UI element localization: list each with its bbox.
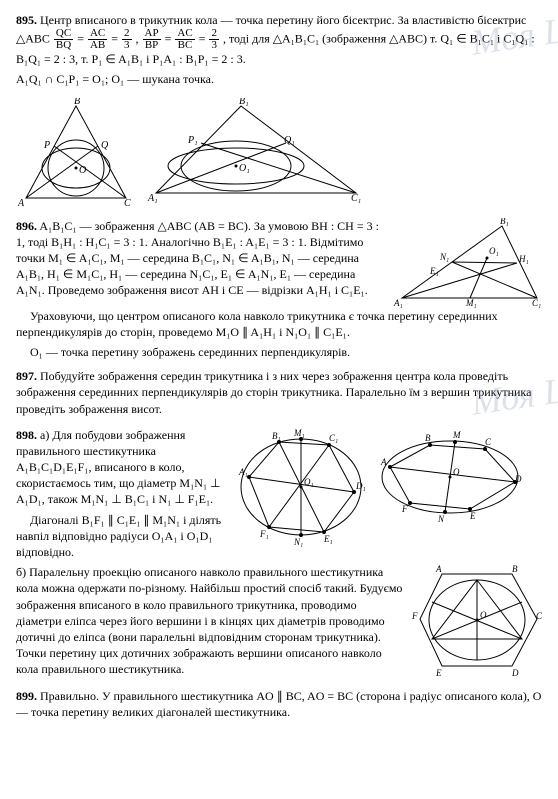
svg-text:A₁: A₁: [393, 298, 403, 308]
text: а) Для побудови зображення правильного ш…: [16, 428, 221, 507]
svg-text:E: E: [469, 511, 476, 521]
svg-text:E₁: E₁: [429, 266, 439, 276]
text: Діагоналі B₁F₁ ∥ C₁E₁ ∥ M₁N₁ і ділять на…: [16, 512, 226, 561]
text: ,: [136, 31, 142, 45]
svg-text:A₁: A₁: [238, 467, 248, 477]
problem-number: 895.: [16, 13, 37, 27]
svg-text:N: N: [437, 514, 445, 524]
svg-text:C₁: C₁: [532, 298, 541, 308]
svg-text:D₁: D₁: [355, 481, 366, 491]
triangle-projection-icon: B₁ A₁ C₁ P₁ Q₁ O₁: [146, 98, 366, 208]
text: =: [199, 31, 209, 45]
svg-text:B₁: B₁: [239, 98, 249, 107]
frac-den: 3: [209, 40, 219, 51]
svg-text:A₁: A₁: [147, 193, 158, 204]
svg-text:C: C: [485, 437, 492, 447]
text: Побудуйте зображення середин трикутника …: [16, 369, 531, 415]
text: =: [165, 31, 175, 45]
svg-text:B: B: [425, 433, 431, 443]
svg-text:F₁: F₁: [259, 529, 269, 539]
text: A₁B₁C₁ — зображення △ABC (AB = BC). За у…: [16, 219, 379, 298]
text: Правильно. У правильного шестикутника AO…: [16, 689, 541, 719]
svg-text:C₁: C₁: [329, 433, 338, 443]
svg-text:O: O: [79, 165, 86, 176]
text: =: [111, 31, 121, 45]
svg-text:O₁: O₁: [239, 163, 250, 174]
frac-den: BC: [175, 40, 194, 51]
svg-text:Q: Q: [101, 140, 109, 151]
svg-text:D: D: [511, 668, 519, 678]
frac-den: BQ: [54, 40, 73, 51]
svg-text:O: O: [453, 467, 460, 477]
frac-den: 3: [122, 40, 132, 51]
svg-text:B₁: B₁: [500, 218, 509, 226]
svg-text:O: O: [480, 610, 487, 620]
svg-text:M: M: [452, 430, 461, 440]
svg-text:C₁: C₁: [351, 193, 361, 204]
svg-text:F: F: [401, 504, 408, 514]
text: б) Паралельну проекцію описаного навколо…: [16, 564, 404, 677]
hexagon-circumscribed-icon: A B C D E F O: [412, 564, 542, 679]
frac-den: BP: [143, 40, 161, 51]
svg-text:P: P: [43, 140, 50, 151]
svg-text:B: B: [512, 564, 518, 574]
triangle-896-icon: B₁ A₁ C₁ N₁ H₁ E₁ M₁ O₁: [392, 218, 542, 308]
hexagon-inscribed-icon: A₁ B₁ M₁ C₁ D₁ E₁ N₁ F₁ O₁: [234, 427, 369, 547]
hexagon-skew-icon: A B M C D E N F O: [375, 427, 525, 527]
problem-898: 898. а) Для побудови зображення правильн…: [16, 427, 542, 565]
figures-895: B A C P Q O B₁ A₁ C₁ P₁ Q₁ O₁: [16, 98, 542, 208]
svg-text:E: E: [435, 668, 442, 678]
svg-text:A: A: [17, 198, 25, 208]
problem-number: 896.: [16, 219, 37, 233]
problem-896: 896. A₁B₁C₁ — зображення △ABC (AB = BC).…: [16, 218, 542, 308]
problem-number: 899.: [16, 689, 37, 703]
svg-text:D: D: [514, 474, 522, 484]
svg-text:Q₁: Q₁: [284, 135, 295, 146]
problem-number: 897.: [16, 369, 37, 383]
svg-text:C: C: [124, 198, 131, 208]
svg-text:N₁: N₁: [439, 252, 449, 262]
svg-text:B₁: B₁: [272, 431, 281, 441]
problem-897: 897. Побудуйте зображення середин трикут…: [16, 368, 542, 417]
text: O₁ — точка перетину зображень серединних…: [16, 344, 542, 360]
svg-text:H₁: H₁: [518, 254, 529, 264]
text: Ураховуючи, що центром описаного кола на…: [16, 308, 542, 340]
text: A₁Q₁ ∩ C₁P₁ = O₁; O₁ — шукана точка.: [16, 71, 542, 87]
svg-text:A: A: [380, 457, 387, 467]
problem-899: 899. Правильно. У правильного шестикутни…: [16, 688, 542, 720]
frac-den: AB: [88, 40, 107, 51]
svg-text:A: A: [435, 564, 442, 574]
svg-text:N₁: N₁: [293, 537, 303, 547]
svg-text:B: B: [74, 98, 80, 107]
svg-text:M₁: M₁: [293, 428, 305, 438]
svg-text:F: F: [412, 611, 418, 621]
problem-895: 895. Центр вписаного в трикутник кола — …: [16, 12, 542, 88]
svg-text:E₁: E₁: [323, 534, 333, 544]
svg-text:M₁: M₁: [465, 298, 477, 308]
svg-text:O₁: O₁: [304, 477, 314, 487]
svg-text:P₁: P₁: [187, 135, 198, 146]
triangle-inscribed-icon: B A C P Q O: [16, 98, 136, 208]
svg-text:O₁: O₁: [489, 246, 499, 256]
text: =: [77, 31, 87, 45]
problem-number: 898.: [16, 428, 37, 442]
problem-898b: б) Паралельну проекцію описаного навколо…: [16, 564, 542, 681]
svg-text:C: C: [536, 611, 542, 621]
